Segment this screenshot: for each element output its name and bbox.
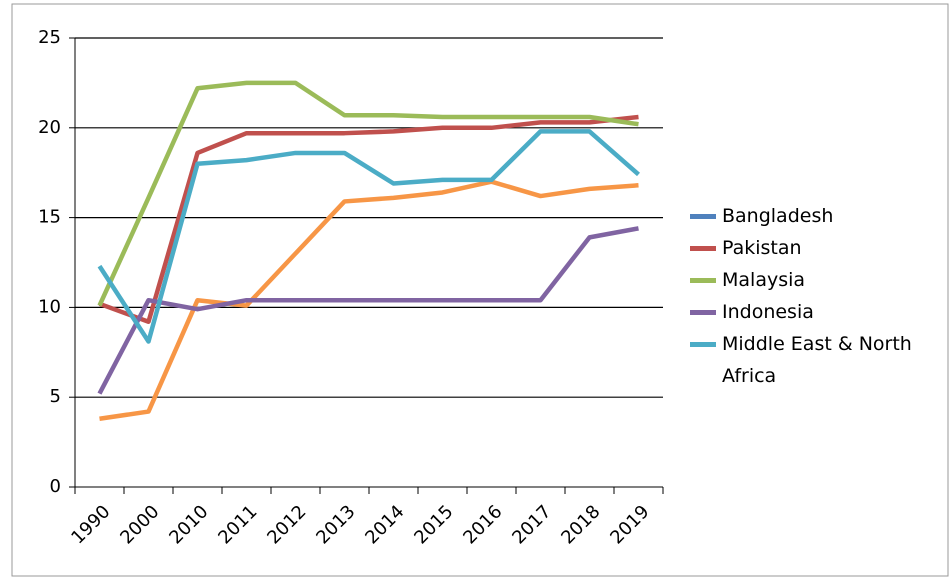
legend-item: Middle East & North Africa (690, 328, 948, 392)
x-tick-label: 2015 (410, 501, 457, 548)
series-line (98, 114, 639, 325)
legend-label: Pakistan (722, 237, 802, 259)
x-tick-label: 2017 (508, 501, 555, 548)
x-tick-label: 2012 (263, 501, 310, 548)
legend-item: Bangladesh (690, 200, 948, 232)
legend-label: Malaysia (722, 269, 806, 291)
x-tick-label: 2010 (165, 501, 212, 548)
frame (11, 3, 949, 577)
x-tick-label: 1990 (67, 501, 114, 548)
x-tick-label: 2016 (459, 501, 506, 548)
legend-swatch (690, 310, 716, 315)
x-tick-label: 2018 (557, 501, 604, 548)
x-tick-label: 2011 (214, 501, 261, 548)
x-tick-label: 2014 (361, 501, 408, 548)
legend-label: Bangladesh (722, 205, 834, 227)
legend-label: Middle East & North Africa (722, 333, 912, 387)
series-line (97, 226, 639, 395)
y-tick-label: 15 (38, 207, 61, 228)
y-tick-label: 20 (38, 117, 61, 138)
legend-swatch (690, 278, 716, 283)
legend-swatch (690, 246, 716, 251)
y-tick-label: 10 (38, 296, 61, 317)
legend-item: Indonesia (690, 296, 948, 328)
legend: Bangladesh Pakistan Malaysia Indonesia Middl… (690, 200, 948, 392)
legend-swatch (690, 214, 716, 219)
x-tick-label: 2019 (606, 501, 653, 548)
x-tick-label: 2013 (312, 501, 359, 548)
legend-label: Indonesia (722, 301, 814, 323)
legend-item: Pakistan (690, 232, 948, 264)
legend-swatch (690, 342, 716, 347)
x-tick-label: 2000 (116, 501, 163, 548)
legend-item: Malaysia (690, 264, 948, 296)
y-tick-label: 5 (50, 386, 61, 407)
series-line (97, 80, 639, 307)
y-tick-label: 0 (50, 476, 61, 497)
y-tick-label: 25 (38, 27, 61, 48)
series-line (99, 179, 639, 421)
series-line (97, 129, 640, 344)
